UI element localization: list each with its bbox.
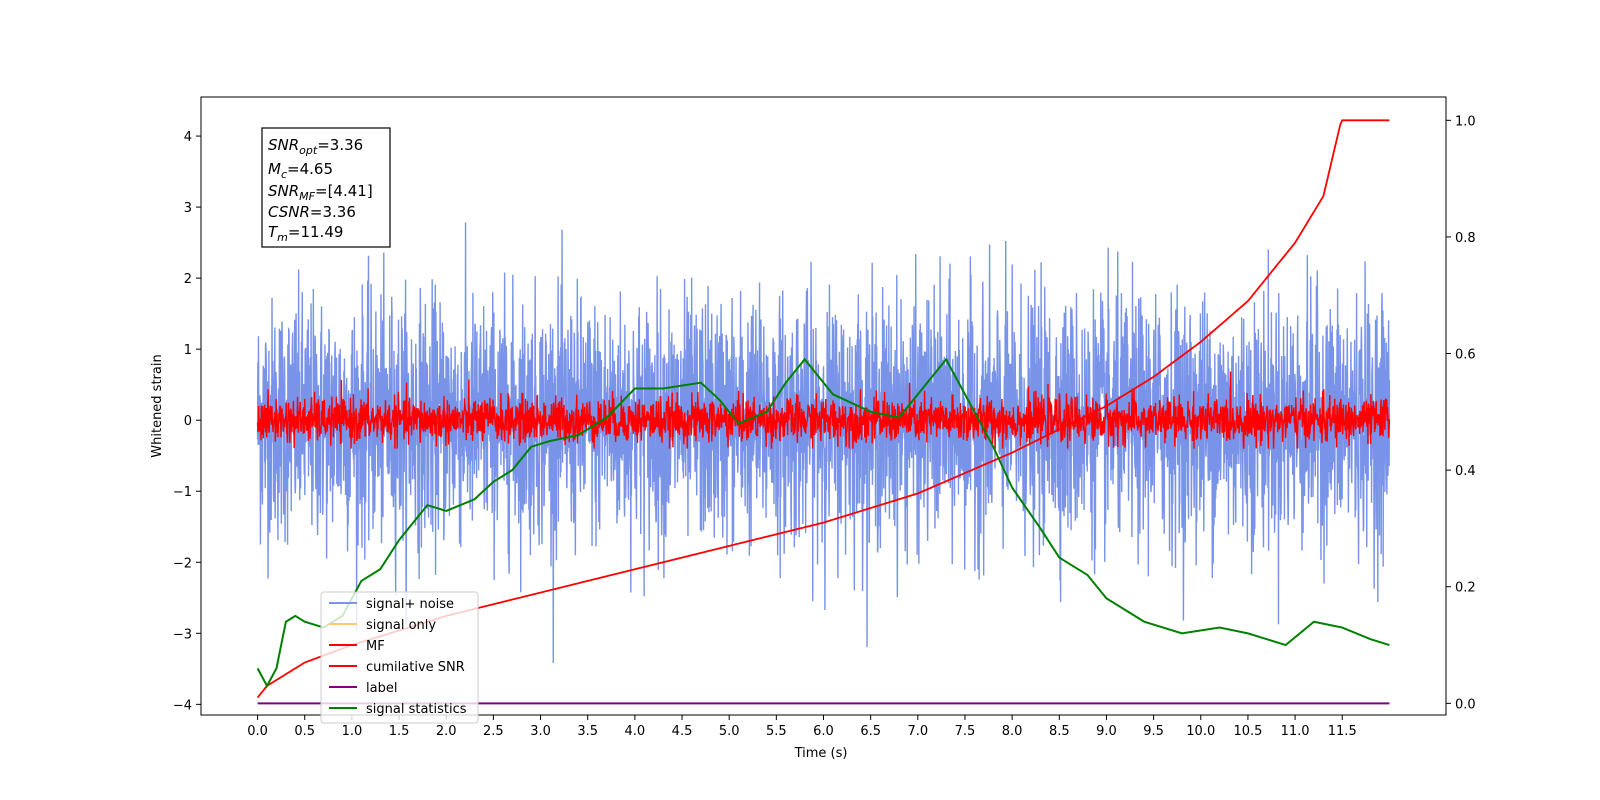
x-axis-title: Time (s) [794,746,848,761]
x-tick-label: 8.5 [1049,724,1070,739]
legend-label: cumilative SNR [366,660,465,675]
x-tick-label: 9.0 [1096,724,1117,739]
legend-label: signal+ noise [366,597,454,612]
series-signal-statistics [256,357,1390,688]
y2-tick-label: 0.4 [1455,464,1476,479]
series-mf [256,371,1391,449]
y-axis-ticks: 4 3 2 1 0 −1 −2 −3 −4 [173,130,201,713]
legend-label: label [366,681,397,696]
y-tick-label: −1 [173,485,192,500]
x-tick-label: 9.5 [1143,724,1164,739]
x-tick-label: 11.5 [1328,724,1357,739]
x-tick-label: 2.5 [483,724,504,739]
legend-frame [320,591,479,724]
x-tick-label: 3.5 [577,724,598,739]
x-tick-label: 3.0 [530,724,551,739]
x-tick-label: 2.0 [436,724,457,739]
x-tick-label: 6.5 [860,724,881,739]
info-tm: Tm=11.49 [268,223,343,244]
y2-tick-label: 0.2 [1455,581,1476,596]
x-axis-ticks: 0.0 0.5 1.0 1.5 2.0 2.5 3.0 3.5 4.0 4.5 5.0 5.5 6.0 6… [247,715,1357,739]
x-tick-label: 11.0 [1281,724,1310,739]
y-axis-title: Whitened strain [150,354,165,457]
legend-label: MF [366,639,385,654]
x-tick-label: 1.0 [342,724,363,739]
x-tick-label: 4.0 [625,724,646,739]
y-tick-label: −2 [173,556,192,571]
y2-tick-label: 1.0 [1455,114,1476,129]
x-tick-label: 10.0 [1186,724,1215,739]
x-tick-label: 6.0 [813,724,834,739]
y2-tick-label: 0.8 [1455,231,1476,246]
y2-tick-label: 0.0 [1455,697,1476,712]
x-tick-label: 1.5 [389,724,410,739]
y-tick-label: 4 [184,130,192,145]
x-tick-label: 7.0 [907,724,928,739]
y-tick-label: −3 [173,627,192,642]
info-snr-mf: SNRMF=[4.41] [268,182,373,203]
y2-axis-ticks: 1.0 0.8 0.6 0.4 0.2 0.0 [1446,114,1476,712]
y-tick-label: 0 [184,414,192,429]
x-tick-label: 10.5 [1233,724,1262,739]
info-snr-opt: SNRopt=3.36 [268,136,363,157]
x-tick-label: 5.0 [719,724,740,739]
info-csnr: CSNR=3.36 [268,203,356,221]
x-tick-label: 4.5 [672,724,693,739]
x-tick-label: 0.5 [294,724,315,739]
y2-tick-label: 0.6 [1455,348,1476,363]
x-tick-label: 0.0 [247,724,268,739]
info-mc: Mc=4.65 [268,160,333,181]
x-tick-label: 7.5 [955,724,976,739]
x-tick-label: 5.5 [766,724,787,739]
y-tick-label: 3 [184,201,192,216]
legend-label: signal only [366,618,436,633]
y-tick-label: 1 [184,343,192,358]
y-tick-label: 2 [184,272,192,287]
y-tick-label: −4 [173,698,192,713]
x-tick-label: 8.0 [1002,724,1023,739]
info-box: SNRopt=3.36 Mc=4.65 SNRMF=[4.41] CSNR=3.… [261,127,391,248]
info-box-frame [261,127,391,248]
legend-label: signal statistics [366,702,467,717]
legend: signal+ noise signal only MF cumilative SNR… [320,591,479,724]
